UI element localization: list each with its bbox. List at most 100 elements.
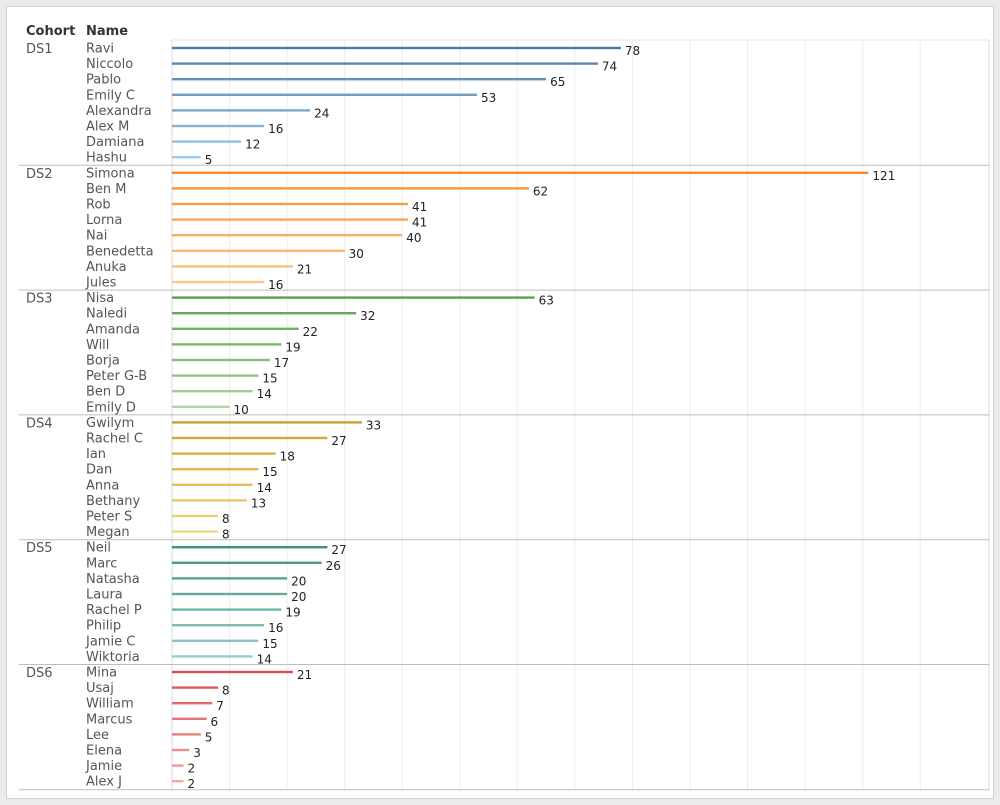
bar [172, 686, 219, 689]
bar [172, 717, 207, 720]
name-label: Pablo [86, 73, 121, 88]
name-label: Peter G-B [86, 369, 147, 384]
name-label: Emily C [86, 88, 135, 103]
value-label: 41 [412, 216, 427, 230]
name-label: Rachel P [86, 603, 142, 618]
value-label: 33 [366, 418, 381, 432]
cohort-labels: DS1 DS2 DS3 DS4 DS5 DS6 [26, 42, 53, 681]
name-label: William [86, 697, 134, 712]
value-label: 14 [257, 481, 272, 495]
header-cohort: Cohort [26, 24, 75, 39]
value-label: 65 [550, 75, 565, 89]
value-label: 16 [268, 278, 283, 292]
value-label: 41 [412, 200, 427, 214]
value-label: 78 [625, 44, 640, 58]
value-label: 13 [251, 496, 266, 510]
name-label: Anuka [86, 260, 127, 275]
bar [172, 218, 408, 221]
name-label: Alex J [86, 775, 122, 790]
value-label: 32 [360, 309, 375, 323]
bar [172, 358, 270, 362]
value-label: 16 [268, 122, 283, 136]
value-label: 5 [205, 730, 213, 744]
name-label: Amanda [86, 322, 140, 337]
value-label: 26 [326, 559, 341, 573]
bar [172, 624, 265, 627]
bar [172, 733, 201, 736]
value-label: 8 [222, 684, 230, 698]
value-label: 20 [291, 574, 306, 588]
bar [172, 780, 184, 783]
value-label: 27 [331, 543, 346, 557]
bar [172, 312, 357, 315]
name-label: Laura [86, 588, 123, 603]
value-label: 53 [481, 91, 496, 105]
bar [172, 639, 259, 642]
name-label: Rob [86, 198, 111, 213]
name-label: Anna [86, 478, 119, 493]
name-label: Megan [86, 525, 130, 540]
bar [172, 78, 547, 81]
name-label: Ben M [86, 182, 127, 197]
value-label: 19 [285, 340, 300, 354]
value-label: 14 [257, 387, 272, 401]
bar [172, 499, 247, 502]
bar [172, 483, 253, 486]
bar [172, 530, 219, 533]
name-label: Marc [86, 556, 117, 571]
name-label: Emily D [86, 400, 136, 415]
bar [172, 374, 259, 377]
value-label: 5 [205, 153, 213, 167]
name-label: Bethany [86, 494, 140, 509]
value-label: 30 [349, 247, 364, 261]
bar [172, 546, 328, 549]
bar [172, 93, 478, 96]
value-label: 6 [211, 715, 219, 729]
value-label: 8 [222, 528, 230, 542]
bar [172, 670, 293, 674]
name-label: Jamie [85, 759, 122, 774]
name-label: Elena [86, 744, 122, 759]
bar [172, 421, 362, 424]
name-label: Jamie C [85, 634, 135, 649]
name-label: Nai [86, 229, 107, 244]
name-label: Gwilym [86, 416, 134, 431]
value-label: 15 [262, 465, 277, 479]
name-label: Marcus [86, 712, 133, 727]
name-label: Peter S [86, 510, 132, 525]
value-label: 18 [280, 450, 295, 464]
bar [172, 124, 265, 128]
value-label: 62 [533, 184, 548, 198]
name-label: Neil [86, 541, 111, 556]
bar [172, 608, 282, 611]
name-label: Damiana [86, 135, 144, 150]
bar [172, 156, 201, 159]
bar [172, 561, 322, 564]
name-label: Borja [86, 354, 120, 369]
bar [172, 202, 408, 206]
bar [172, 514, 219, 518]
name-label: Jules [85, 276, 117, 291]
cohort-label: DS6 [26, 666, 53, 681]
bar [172, 280, 265, 284]
bar [172, 748, 190, 752]
cohort-label: DS1 [26, 42, 53, 57]
name-label: Ravi [86, 42, 114, 57]
value-label: 2 [188, 762, 196, 776]
value-label: 74 [602, 60, 617, 74]
value-label: 19 [285, 606, 300, 620]
name-label: Philip [86, 619, 121, 634]
bar [172, 655, 253, 658]
value-label: 12 [245, 138, 260, 152]
bar [172, 234, 403, 237]
name-label: Hashu [86, 151, 127, 166]
name-label: Lee [86, 728, 109, 743]
bar [172, 702, 213, 705]
name-label: Dan [86, 463, 112, 478]
cohort-label: DS5 [26, 541, 53, 556]
bar [172, 109, 311, 112]
name-label: Nisa [86, 291, 114, 306]
bar [172, 577, 288, 580]
